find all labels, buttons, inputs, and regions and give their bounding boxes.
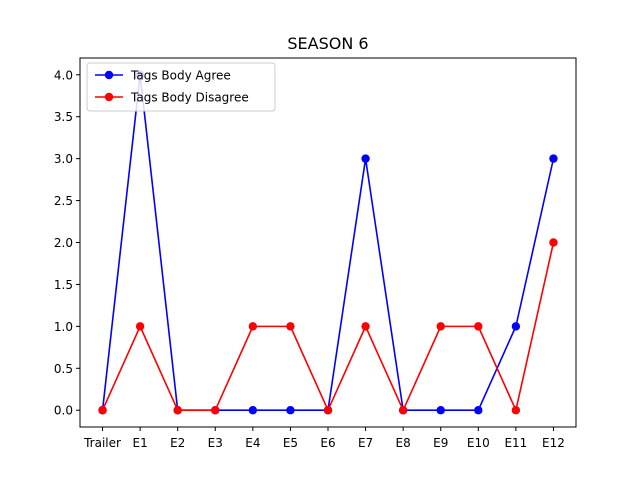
x-tick-label: E8 (396, 436, 411, 450)
data-point (248, 406, 258, 415)
x-tick-label: E10 (467, 436, 490, 450)
y-tick-label: 1.0 (54, 320, 73, 334)
legend-item: Tags Body Agree (95, 69, 231, 83)
data-point (361, 322, 370, 331)
data-point (511, 406, 521, 415)
y-tick-label: 1.5 (54, 278, 73, 292)
data-point (98, 406, 107, 415)
x-tick-label: E6 (320, 436, 335, 450)
y-tick-label: 0.0 (54, 404, 73, 418)
legend-marker (104, 70, 114, 80)
x-tick-label: E4 (245, 436, 260, 450)
legend-label: Tags Body Agree (130, 69, 231, 83)
y-tick-label: 2.0 (54, 236, 73, 250)
x-tick-label: E11 (504, 436, 527, 450)
y-tick-label: 0.5 (54, 362, 73, 376)
data-point (211, 406, 220, 415)
legend-label: Tags Body Disagree (130, 91, 249, 105)
y-tick-label: 2.5 (54, 194, 73, 208)
chart-title: SEASON 6 (287, 34, 368, 53)
data-point (436, 322, 445, 331)
x-tick-label: E7 (358, 436, 373, 450)
data-point (549, 238, 558, 247)
data-point (135, 322, 145, 331)
series-line (101, 242, 555, 412)
x-tick-label: E9 (433, 436, 448, 450)
legend-item: Tags Body Disagree (95, 91, 249, 105)
legend-box (86, 62, 276, 112)
data-point (474, 406, 483, 415)
series-1 (98, 70, 558, 415)
x-tick-label: E3 (208, 436, 223, 450)
series-line (101, 73, 555, 412)
data-point (361, 154, 370, 163)
x-tick-label: Trailer (83, 436, 121, 450)
data-point (323, 406, 333, 415)
legend: Tags Body Agree Tags Body Disagree (86, 62, 276, 112)
data-point (398, 406, 408, 415)
x-tick-label: E2 (170, 436, 185, 450)
y-tick-label: 3.5 (54, 110, 73, 124)
legend-marker (104, 92, 114, 102)
y-tick-label: 3.0 (54, 152, 73, 166)
series-2 (98, 238, 558, 415)
data-point (286, 322, 295, 331)
data-point (549, 154, 558, 163)
x-tick-label: E5 (283, 436, 298, 450)
x-tick-label: E1 (133, 436, 148, 450)
series-layer (98, 70, 558, 415)
data-point (436, 406, 445, 415)
data-point (286, 406, 295, 415)
data-point (511, 322, 521, 331)
data-point (474, 322, 483, 331)
axes: 0.0 0.5 1.0 1.5 2.0 2.5 3.0 3.5 4.0 Trailer E1 E2 E3… (54, 57, 577, 450)
plot-frame (79, 57, 577, 428)
data-point (248, 322, 258, 331)
y-tick-label: 4.0 (54, 68, 73, 82)
data-point (173, 406, 182, 415)
x-tick-label: E12 (542, 436, 565, 450)
